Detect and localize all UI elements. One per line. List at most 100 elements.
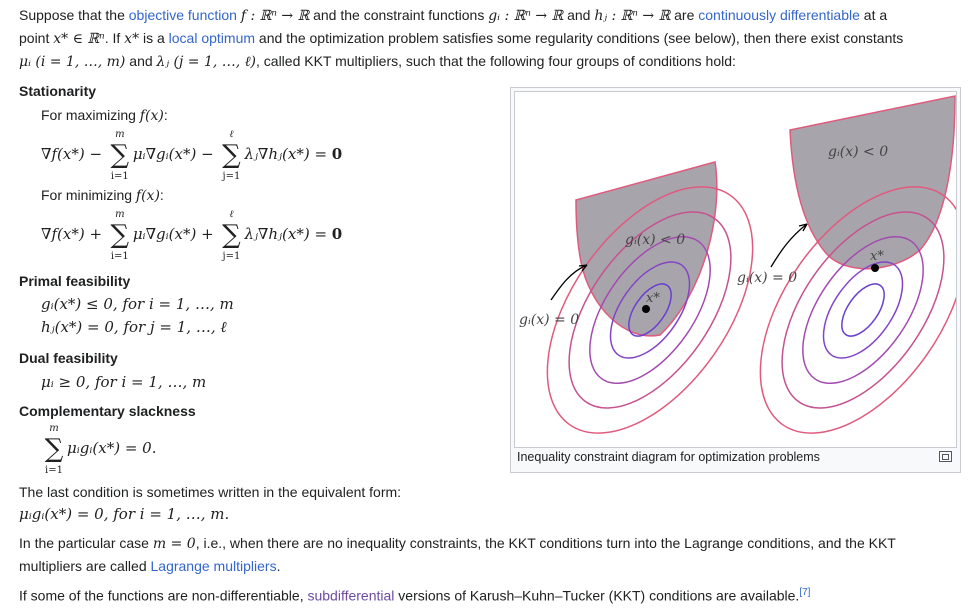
left-feasible-region xyxy=(575,161,718,337)
dual-feasibility-heading: Dual feasibility xyxy=(19,350,118,366)
continuously-differentiable-link[interactable]: continuously differentiable xyxy=(698,7,860,23)
primal-line-2: hⱼ(x*) = 0, for j = 1, …, ℓ xyxy=(41,318,227,336)
dual-line-1: μᵢ ≥ 0, for i = 1, …, m xyxy=(41,373,207,391)
minimizing-label: For minimizing f(x): xyxy=(41,187,164,204)
sum-upper: ℓ xyxy=(229,129,234,140)
sum-symbol: m ∑ i=1 xyxy=(107,129,133,182)
zero-vector: 0 xyxy=(331,145,343,163)
contour xyxy=(822,261,904,359)
figure-caption: Inequality constraint diagram for optimi… xyxy=(517,450,820,464)
math-lambda: λⱼ (j = 1, …, ℓ) xyxy=(156,54,256,70)
contour xyxy=(568,211,732,409)
right-feasible-region xyxy=(789,95,956,270)
eq-part: μᵢ∇gᵢ(x*) − xyxy=(132,145,214,163)
objective-function-link[interactable]: objective function xyxy=(128,7,237,23)
para-text: If some of the functions are non-differe… xyxy=(19,587,308,604)
eq-part: μᵢgᵢ(x*) = 0. xyxy=(67,439,157,457)
intro-text: . If xyxy=(104,30,125,46)
para-text: versions of Karush–Kuhn–Tucker (KKT) con… xyxy=(394,587,800,604)
subdifferential-link[interactable]: subdifferential xyxy=(307,587,395,604)
left-arrow xyxy=(550,264,588,301)
left-boundary-label: gᵢ(x) = 0 xyxy=(519,312,579,328)
contour xyxy=(781,211,945,409)
contour xyxy=(802,235,924,385)
sum-symbol: ℓ ∑ j=1 xyxy=(218,209,244,262)
figure-image[interactable]: x* gᵢ(x) < 0 gᵢ(x) = 0 x* gᵢ(x) < 0 gᵢ(x… xyxy=(514,91,967,448)
left-optimum-point xyxy=(642,305,650,313)
intro-text: point xyxy=(19,30,54,46)
left-arrow-head xyxy=(578,264,588,272)
intro-paragraph: Suppose that the objective function f : … xyxy=(19,4,959,73)
local-optimum-link[interactable]: local optimum xyxy=(168,30,256,46)
eq-part: λⱼ∇hⱼ(x*) = xyxy=(244,225,332,243)
contour xyxy=(609,261,691,359)
left-inside-label: gᵢ(x) < 0 xyxy=(625,232,685,248)
nondifferentiable-paragraph: If some of the functions are non-differe… xyxy=(19,582,810,607)
right-arrow-head xyxy=(798,223,808,232)
right-xstar-label: x* xyxy=(870,249,884,264)
sum-upper: m xyxy=(115,129,125,140)
sum-upper: ℓ xyxy=(229,209,234,220)
para-text: multipliers are called xyxy=(19,558,151,574)
math-fx: f(x) xyxy=(139,108,164,124)
intro-text: at a xyxy=(859,7,888,23)
right-arrow xyxy=(770,223,808,268)
contour xyxy=(589,235,711,385)
math-xstar-in: x* ∈ ℝⁿ xyxy=(53,31,105,47)
primal-line-1: gᵢ(x*) ≤ 0, for i = 1, …, m xyxy=(41,295,234,313)
intro-text: is a xyxy=(139,30,169,46)
stationarity-min-equation: ∇f(x*) + m ∑ i=1 μᵢ∇gᵢ(x*) + ℓ ∑ j=1 λⱼ∇hⱼ(x*)… xyxy=(41,209,343,262)
eq-part: μᵢ∇gᵢ(x*) + xyxy=(132,225,214,243)
maximizing-label: For maximizing f(x): xyxy=(41,107,168,124)
para-text: In the particular case xyxy=(19,535,153,551)
math-xstar: x* xyxy=(124,31,140,47)
intro-text: are xyxy=(670,7,699,23)
primal-feasibility-heading: Primal feasibility xyxy=(19,273,131,289)
equivalent-form-text: The last condition is sometimes written … xyxy=(19,484,402,500)
para-text: , i.e., when there are no inequality con… xyxy=(195,535,896,551)
sum-lower: i=1 xyxy=(110,171,129,182)
contour xyxy=(759,186,967,434)
math-m-zero: m = 0 xyxy=(152,536,196,552)
intro-text: and xyxy=(125,53,157,69)
math-h: hⱼ : ℝⁿ → ℝ xyxy=(594,8,671,24)
sum-symbol: m ∑ i=1 xyxy=(107,209,133,262)
right-optimum-point xyxy=(871,264,879,272)
complementary-slackness-heading: Complementary slackness xyxy=(19,403,196,419)
intro-text: and xyxy=(563,7,595,23)
right-boundary-label: gᵢ(x) = 0 xyxy=(737,270,797,286)
sum-symbol: ℓ ∑ j=1 xyxy=(218,129,244,182)
equivalent-form-equation: μᵢgᵢ(x*) = 0, for i = 1, …, m. xyxy=(19,505,230,523)
sum-upper: m xyxy=(115,209,125,220)
left-xstar-label: x* xyxy=(646,291,660,306)
sum-symbol: m ∑ i=1 xyxy=(41,423,67,476)
zero-vector: 0 xyxy=(331,225,343,243)
label-text: For maximizing xyxy=(41,107,140,123)
sum-lower: i=1 xyxy=(110,251,129,262)
math-fx: f(x) xyxy=(135,188,160,204)
complementary-equation: m ∑ i=1 μᵢgᵢ(x*) = 0. xyxy=(41,423,157,476)
sum-lower: j=1 xyxy=(222,251,241,262)
intro-text: and the constraint functions xyxy=(309,7,489,23)
math-mu: μᵢ (i = 1, …, m) xyxy=(19,54,126,70)
intro-text: and the optimization problem satisfies s… xyxy=(255,30,904,46)
intro-text: Suppose that the xyxy=(19,7,129,23)
sum-lower: i=1 xyxy=(45,465,63,476)
stationarity-heading: Stationarity xyxy=(19,83,97,99)
stationarity-max-equation: ∇f(x*) − m ∑ i=1 μᵢ∇gᵢ(x*) − ℓ ∑ j=1 λⱼ∇hⱼ(x*)… xyxy=(41,129,343,182)
math-g: gᵢ : ℝⁿ → ℝ xyxy=(488,8,564,24)
math-f: f : ℝⁿ → ℝ xyxy=(240,8,310,24)
contour xyxy=(628,283,672,337)
label-text: For minimizing xyxy=(41,187,136,203)
sum-upper: m xyxy=(49,423,59,434)
sum-lower: j=1 xyxy=(222,171,241,182)
eq-part: ∇f(x*) − xyxy=(41,145,103,163)
lagrange-multipliers-link[interactable]: Lagrange multipliers xyxy=(150,558,277,574)
right-contours xyxy=(759,186,967,434)
reference-7-link[interactable]: [7] xyxy=(799,587,811,598)
constraint-diagram: x* gᵢ(x) < 0 gᵢ(x) = 0 x* gᵢ(x) < 0 gᵢ(x… xyxy=(519,95,967,434)
contour xyxy=(841,283,885,337)
eq-part: λⱼ∇hⱼ(x*) = xyxy=(244,145,332,163)
eq-part: ∇f(x*) + xyxy=(41,225,103,243)
enlarge-icon[interactable] xyxy=(939,451,952,462)
